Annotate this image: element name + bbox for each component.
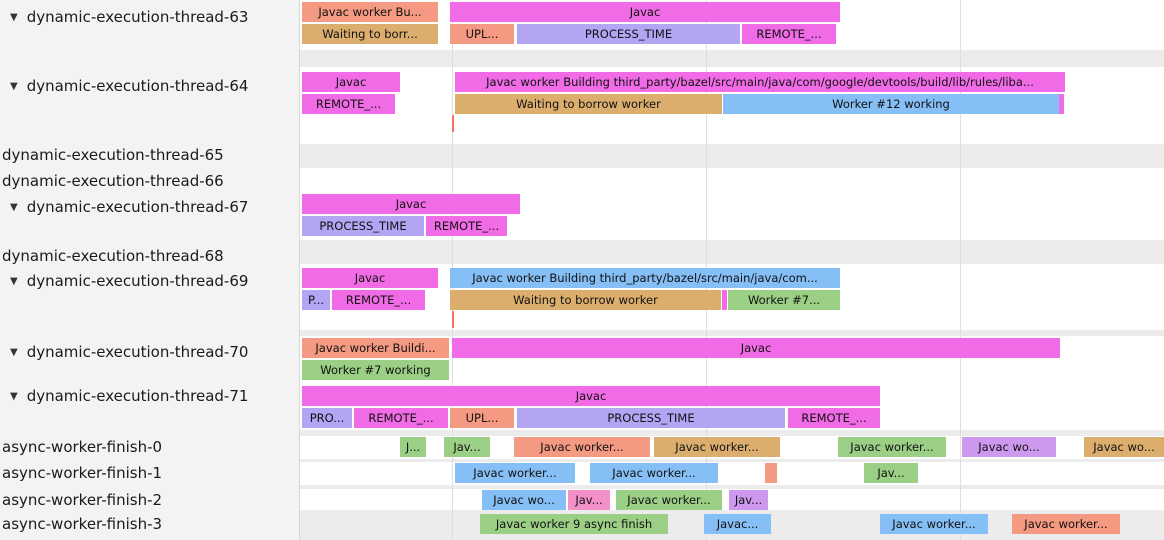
trace-event[interactable]: P... (302, 290, 330, 310)
track-name: dynamic-execution-thread-68 (2, 247, 224, 265)
row-band (300, 144, 1164, 168)
track-label[interactable]: ▼ dynamic-execution-thread-63 (2, 7, 248, 27)
trace-event[interactable]: Javac worker... (514, 437, 650, 457)
trace-event[interactable]: REMOTE_... (742, 24, 836, 44)
trace-event[interactable]: REMOTE_... (332, 290, 425, 310)
row-band (300, 430, 1164, 436)
row-band (300, 459, 1164, 462)
track-label[interactable]: ▼ dynamic-execution-thread-67 (2, 197, 248, 217)
trace-event[interactable]: Javac wo... (482, 490, 566, 510)
track-label[interactable]: dynamic-execution-thread-65 (2, 145, 224, 165)
counter-tick (452, 311, 454, 328)
expand-arrow-icon[interactable]: ▼ (10, 12, 18, 23)
track-name: async-worker-finish-2 (2, 491, 163, 509)
trace-event[interactable]: REMOTE_... (426, 216, 507, 236)
row-band (300, 240, 1164, 264)
trace-event[interactable]: J... (400, 437, 426, 457)
track-label[interactable]: ▼ dynamic-execution-thread-69 (2, 271, 248, 291)
trace-event[interactable]: Javac worker Building third_party/bazel/… (455, 72, 1065, 92)
track-sidebar: ▼ dynamic-execution-thread-63 ▼ dynamic-exe… (0, 0, 300, 540)
trace-event[interactable] (1059, 94, 1064, 114)
track-label[interactable]: dynamic-execution-thread-68 (2, 246, 224, 266)
trace-event[interactable]: Waiting to borr... (302, 24, 438, 44)
trace-event[interactable]: Worker #7... (728, 290, 840, 310)
track-label[interactable]: async-worker-finish-2 (2, 490, 162, 510)
row-band (300, 485, 1164, 489)
trace-event[interactable]: Javac worker... (838, 437, 946, 457)
track-name: async-worker-finish-1 (2, 464, 163, 482)
expand-arrow-icon[interactable]: ▼ (10, 276, 18, 287)
trace-event[interactable]: PROCESS_TIME (302, 216, 424, 236)
trace-event[interactable]: Jav... (729, 490, 768, 510)
row-band (300, 50, 1164, 67)
trace-event[interactable]: Worker #12 working (723, 94, 1059, 114)
trace-event[interactable]: Worker #7 working (302, 360, 449, 380)
trace-event[interactable]: Javac (452, 338, 1060, 358)
trace-event[interactable]: Waiting to borrow worker (455, 94, 722, 114)
track-name: dynamic-execution-thread-63 (26, 8, 249, 26)
track-name: dynamic-execution-thread-70 (26, 343, 249, 361)
trace-event[interactable]: Javac (302, 194, 520, 214)
trace-event[interactable]: Javac... (704, 514, 771, 534)
trace-event[interactable]: Jav... (444, 437, 490, 457)
trace-event[interactable]: Waiting to borrow worker (450, 290, 721, 310)
trace-event[interactable]: Javac wo... (1084, 437, 1164, 457)
trace-event[interactable]: Jav... (864, 463, 918, 483)
trace-event[interactable]: Javac worker... (590, 463, 718, 483)
trace-event[interactable]: Javac (450, 2, 840, 22)
expand-arrow-icon[interactable]: ▼ (10, 347, 18, 358)
trace-event[interactable]: UPL... (450, 24, 514, 44)
trace-event[interactable]: PRO... (302, 408, 352, 428)
trace-event[interactable]: Javac worker Bu... (302, 2, 438, 22)
expand-arrow-icon[interactable]: ▼ (10, 202, 18, 213)
row-band (300, 330, 1164, 336)
track-label[interactable]: async-worker-finish-3 (2, 514, 162, 534)
counter-tick (452, 115, 454, 132)
trace-event[interactable]: Javac (302, 268, 438, 288)
track-name: async-worker-finish-0 (2, 438, 163, 456)
trace-event[interactable]: Javac wo... (962, 437, 1056, 457)
trace-event[interactable] (765, 463, 777, 483)
trace-event[interactable]: Javac worker... (1012, 514, 1120, 534)
trace-event[interactable]: REMOTE_... (788, 408, 880, 428)
expand-arrow-icon[interactable]: ▼ (10, 81, 18, 92)
trace-event[interactable] (722, 290, 727, 310)
trace-event[interactable]: Javac (302, 72, 400, 92)
track-name: async-worker-finish-3 (2, 515, 163, 533)
track-name: dynamic-execution-thread-71 (26, 387, 249, 405)
time-gridline (960, 0, 961, 540)
track-label[interactable]: async-worker-finish-0 (2, 437, 162, 457)
trace-event[interactable]: REMOTE_... (302, 94, 395, 114)
trace-event[interactable]: PROCESS_TIME (517, 24, 740, 44)
trace-event[interactable]: UPL... (450, 408, 514, 428)
trace-event[interactable]: Javac worker... (455, 463, 575, 483)
trace-event[interactable]: PROCESS_TIME (517, 408, 785, 428)
trace-event[interactable]: Jav... (568, 490, 610, 510)
trace-event[interactable]: Javac worker... (616, 490, 722, 510)
track-name: dynamic-execution-thread-66 (2, 172, 224, 190)
track-name: dynamic-execution-thread-64 (26, 77, 249, 95)
trace-event[interactable]: Javac (302, 386, 880, 406)
track-name: dynamic-execution-thread-65 (2, 146, 224, 164)
track-name: dynamic-execution-thread-67 (26, 198, 249, 216)
track-label[interactable]: ▼ dynamic-execution-thread-70 (2, 342, 248, 362)
track-label[interactable]: ▼ dynamic-execution-thread-64 (2, 76, 248, 96)
track-name: dynamic-execution-thread-69 (26, 272, 249, 290)
track-label[interactable]: dynamic-execution-thread-66 (2, 171, 224, 191)
trace-event[interactable]: Javac worker Buildi... (302, 338, 449, 358)
expand-arrow-icon[interactable]: ▼ (10, 391, 18, 402)
trace-event[interactable]: Javac worker Building third_party/bazel/… (450, 268, 840, 288)
track-label[interactable]: async-worker-finish-1 (2, 463, 162, 483)
trace-event[interactable]: Javac worker... (654, 437, 780, 457)
trace-event[interactable]: Javac worker 9 async finish (480, 514, 668, 534)
trace-event[interactable]: REMOTE_... (354, 408, 448, 428)
trace-event[interactable]: Javac worker... (880, 514, 988, 534)
track-label[interactable]: ▼ dynamic-execution-thread-71 (2, 386, 248, 406)
